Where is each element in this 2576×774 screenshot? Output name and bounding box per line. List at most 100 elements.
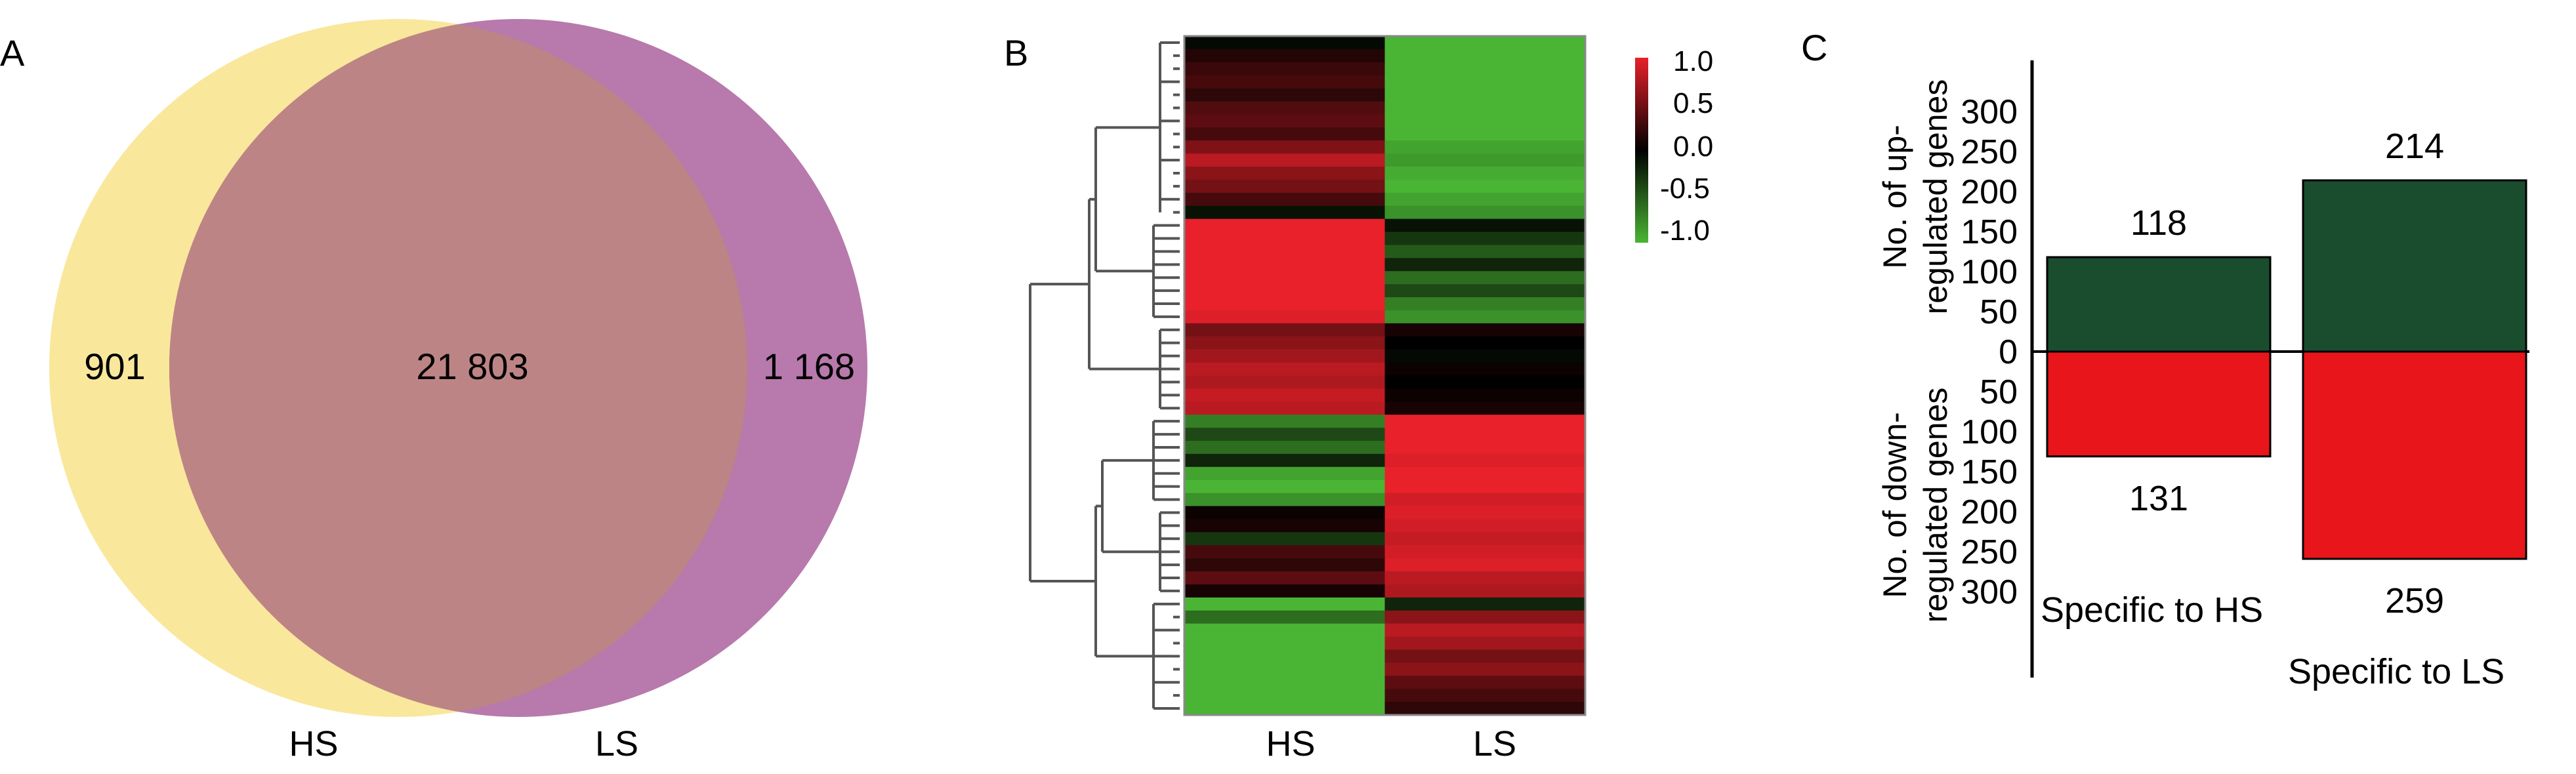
heatmap-cell bbox=[1384, 662, 1586, 676]
heatmap-cell bbox=[1384, 284, 1586, 298]
colorbar-tick: 0.0 bbox=[1673, 131, 1713, 163]
heatmap-cell bbox=[1384, 271, 1586, 285]
heatmap-cell bbox=[1184, 205, 1386, 220]
bar-up-specific-ls bbox=[2302, 179, 2527, 353]
heatmap-cell bbox=[1184, 310, 1386, 324]
heatmap-cell bbox=[1384, 702, 1586, 716]
heatmap-cell bbox=[1384, 415, 1586, 428]
heatmap-cell bbox=[1384, 258, 1586, 272]
heatmap-cell bbox=[1184, 623, 1386, 638]
heatmap-col-label-hs: HS bbox=[1266, 724, 1315, 764]
y-tick-label: 150 bbox=[1961, 453, 2018, 491]
heatmap-cell bbox=[1384, 336, 1586, 350]
value-label-up-ls: 214 bbox=[2385, 127, 2444, 166]
heatmap-cell bbox=[1384, 401, 1586, 415]
heatmap-cell bbox=[1184, 88, 1386, 102]
heatmap-cell bbox=[1184, 49, 1386, 63]
heatmap-cell bbox=[1184, 493, 1386, 507]
y-tick-label: 300 bbox=[1961, 573, 2018, 611]
heatmap-cell bbox=[1184, 401, 1386, 415]
heatmap-cell bbox=[1384, 205, 1586, 220]
colorbar-tick: 1.0 bbox=[1673, 45, 1713, 77]
heatmap-cell bbox=[1184, 519, 1386, 533]
y-tick-label: 50 bbox=[1980, 373, 2018, 411]
value-label-down-hs: 131 bbox=[2129, 479, 2188, 518]
heatmap-cell bbox=[1384, 323, 1586, 337]
heatmap-cell bbox=[1384, 388, 1586, 402]
heatmap-cell bbox=[1384, 623, 1586, 638]
venn-label-hs: HS bbox=[289, 724, 338, 764]
heatmap-cell bbox=[1184, 167, 1386, 180]
heatmap-cell bbox=[1184, 479, 1386, 494]
heatmap-cell bbox=[1384, 375, 1586, 390]
y-tick-label: 150 bbox=[1961, 213, 2018, 251]
category-label-specific-hs: Specific to HS bbox=[2041, 590, 2263, 630]
category-label-specific-ls: Specific to LS bbox=[2288, 652, 2504, 691]
venn-overlap-count: 21 803 bbox=[416, 346, 528, 387]
value-label-up-hs: 118 bbox=[2130, 203, 2187, 243]
heatmap-cell bbox=[1184, 584, 1386, 598]
heatmap-cell bbox=[1384, 493, 1586, 507]
heatmap-cell bbox=[1384, 140, 1586, 154]
heatmap-cell bbox=[1184, 179, 1386, 194]
heatmap-cell bbox=[1184, 323, 1386, 337]
heatmap-cell bbox=[1184, 258, 1386, 272]
heatmap-cell bbox=[1384, 441, 1586, 455]
heatmap-cell bbox=[1184, 232, 1386, 246]
heatmap-cell bbox=[1384, 571, 1586, 585]
heatmap-cell bbox=[1184, 362, 1386, 377]
heatmap-cell bbox=[1184, 610, 1386, 624]
y-tick-label: 50 bbox=[1980, 293, 2018, 331]
heatmap-cell bbox=[1384, 49, 1586, 63]
colorbar-tick: -1.0 bbox=[1660, 214, 1710, 247]
venn-hs-only-count: 901 bbox=[84, 346, 145, 387]
heatmap-cell bbox=[1184, 297, 1386, 311]
panel-b: B HS LS 1.0 0.5 0.0 -0.5 -1.0 bbox=[1004, 32, 1713, 764]
heatmap-cell bbox=[1384, 479, 1586, 494]
panel-letter-a: A bbox=[0, 32, 25, 73]
venn-label-ls: LS bbox=[595, 724, 638, 764]
heatmap-cell bbox=[1184, 415, 1386, 428]
heatmap-cell bbox=[1184, 689, 1386, 703]
heatmap-cell bbox=[1384, 676, 1586, 689]
colorbar-tick: 0.5 bbox=[1673, 87, 1713, 119]
y-label-down-line2: regulated genes bbox=[1917, 388, 1954, 623]
heatmap-cell bbox=[1184, 702, 1386, 716]
y-tick-label: 250 bbox=[1961, 133, 2018, 171]
heatmap-cell bbox=[1184, 75, 1386, 89]
venn-ls-only-count: 1 168 bbox=[763, 346, 855, 387]
heatmap-cell bbox=[1184, 506, 1386, 520]
heatmap-cell bbox=[1384, 610, 1586, 624]
heatmap-cell bbox=[1384, 62, 1586, 76]
y-tick-label: 100 bbox=[1961, 253, 2018, 291]
heatmap-cell bbox=[1184, 545, 1386, 559]
heatmap-cell bbox=[1384, 689, 1586, 703]
heatmap-cell bbox=[1384, 453, 1586, 468]
heatmap-cell bbox=[1184, 245, 1386, 258]
heatmap-cell bbox=[1184, 597, 1386, 611]
heatmap-cell bbox=[1184, 649, 1386, 663]
heatmap-cell bbox=[1384, 545, 1586, 559]
heatmap-cell bbox=[1184, 218, 1386, 233]
y-tick-label: 300 bbox=[1961, 93, 2018, 131]
heatmap-cell bbox=[1384, 310, 1586, 324]
heatmap-frame bbox=[1183, 35, 1587, 716]
heatmap-cell bbox=[1384, 192, 1586, 207]
heatmap-cell bbox=[1184, 662, 1386, 676]
heatmap-cell bbox=[1384, 297, 1586, 311]
heatmap-cell bbox=[1184, 441, 1386, 455]
heatmap-cell bbox=[1384, 362, 1586, 377]
heatmap-cell bbox=[1384, 36, 1586, 50]
heatmap-cells bbox=[1184, 36, 1586, 716]
value-label-down-ls: 259 bbox=[2385, 581, 2444, 621]
y-label-down-line1: No. of down- bbox=[1877, 412, 1913, 598]
heatmap-cell bbox=[1384, 466, 1586, 481]
heatmap-cell bbox=[1384, 519, 1586, 533]
heatmap-cell bbox=[1384, 127, 1586, 141]
heatmap-cell bbox=[1384, 349, 1586, 363]
heatmap-cell bbox=[1184, 271, 1386, 285]
heatmap-cell bbox=[1384, 88, 1586, 102]
heatmap-cell bbox=[1384, 101, 1586, 115]
